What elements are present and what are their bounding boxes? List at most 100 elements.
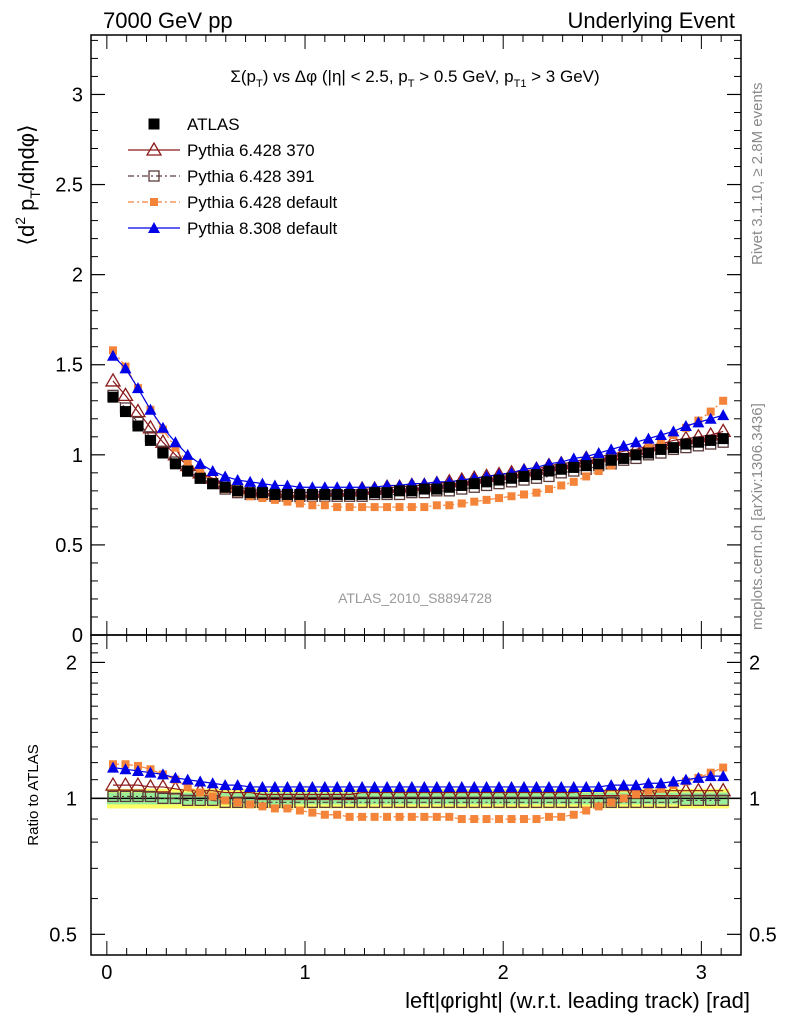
main-plot-panel: 0 0.5 1 1.5 2 2.5 3 Σ(pT) vs Δφ (|η| < 2.5, pT… xyxy=(12,34,742,647)
data-point-pythia-6-428-default xyxy=(544,485,553,494)
x-tick-label: 1 xyxy=(299,962,310,984)
ratio-point-pythia-8-308-default xyxy=(356,780,369,792)
ratio-point-pythia-6-428-370 xyxy=(316,786,333,801)
data-point-atlas xyxy=(642,447,654,459)
data-point-pythia-8-308-default xyxy=(206,465,219,477)
ratio-point-pythia-6-428-default xyxy=(619,794,628,803)
data-point-pythia-8-308-default xyxy=(704,412,717,424)
ratio-y-axis-label: Ratio to ATLAS xyxy=(25,744,42,845)
ratio-point-pythia-6-428-default xyxy=(631,790,640,799)
data-point-atlas xyxy=(107,391,119,403)
data-point-pythia-6-428-default xyxy=(432,501,441,510)
legend-label: Pythia 6.428 default xyxy=(187,193,338,212)
ratio-point-pythia-6-428-391 xyxy=(705,794,717,806)
header-left: 7000 GeV pp xyxy=(103,8,233,33)
data-point-pythia-6-428-default xyxy=(656,438,665,447)
main-plot-title: Σ(pT) vs Δφ (|η| < 2.5, pT > 0.5 GeV, pT… xyxy=(230,67,599,90)
ratio-point-pythia-6-428-default xyxy=(196,788,205,797)
data-point-atlas xyxy=(593,458,605,470)
ratio-point-pythia-6-428-default xyxy=(607,798,616,807)
ratio-point-pythia-8-308-default xyxy=(617,779,630,791)
data-point-pythia-6-428-default xyxy=(370,503,379,512)
ratio-point-pythia-6-428-391 xyxy=(431,796,443,808)
ratio-point-pythia-6-428-default xyxy=(208,792,217,801)
ratio-point-pythia-8-308-default xyxy=(256,780,269,792)
main-plot-series xyxy=(104,346,732,512)
data-point-pythia-6-428-default xyxy=(482,495,491,504)
data-point-pythia-6-428-default xyxy=(569,477,578,486)
ratio-point-pythia-6-428-391 xyxy=(343,796,356,808)
ratio-point-pythia-8-308-default xyxy=(692,771,705,783)
ratio-point-pythia-6-428-default xyxy=(183,782,192,791)
data-point-pythia-8-308-default xyxy=(106,349,119,361)
legend-item-atlas: ATLAS xyxy=(148,115,240,134)
legend-item-pythia-8-308-default: Pythia 8.308 default xyxy=(128,219,338,238)
x-tick-label: 2 xyxy=(498,962,509,984)
ratio-point-pythia-8-308-default xyxy=(393,780,406,792)
data-point-pythia-6-428-370 xyxy=(129,403,147,418)
data-point-atlas xyxy=(169,458,181,470)
data-point-atlas xyxy=(256,487,268,499)
data-point-atlas xyxy=(406,485,418,497)
legend-label: Pythia 8.308 default xyxy=(187,219,338,238)
ratio-series-pythia-8-308-default xyxy=(106,761,730,792)
x-tick-label: 0 xyxy=(101,962,112,984)
data-point-pythia-8-308-default xyxy=(219,470,232,482)
data-point-atlas xyxy=(157,447,169,459)
data-point-pythia-6-428-default xyxy=(295,499,304,508)
ratio-point-pythia-6-428-391 xyxy=(157,792,169,805)
ratio-point-pythia-6-428-391 xyxy=(443,796,455,808)
ratio-point-pythia-8-308-default xyxy=(331,780,344,792)
ratio-plot-series xyxy=(104,760,732,824)
ratio-point-pythia-8-308-default xyxy=(405,780,418,792)
data-point-pythia-8-308-default xyxy=(268,479,281,491)
ratio-point-pythia-6-428-default xyxy=(345,812,354,821)
ratio-plot-ticks: 0.5 0.5 1 1 2 2 0 1 2 3 xyxy=(49,635,777,984)
ratio-point-pythia-8-308-default xyxy=(106,761,119,773)
data-point-pythia-6-428-default xyxy=(308,501,317,510)
ratio-point-pythia-6-428-370 xyxy=(304,786,321,801)
main-plot-ticks: 0 0.5 1 1.5 2 2.5 3 xyxy=(55,35,742,647)
ratio-point-pythia-8-308-default xyxy=(268,780,281,792)
ratio-point-pythia-8-308-default xyxy=(194,775,207,787)
ratio-point-pythia-6-428-default xyxy=(582,806,591,815)
ratio-point-pythia-6-428-370 xyxy=(279,786,296,801)
data-point-atlas xyxy=(431,483,443,495)
ratio-point-pythia-6-428-default xyxy=(719,763,728,772)
rivet-label: Rivet 3.1.10, ≥ 2.8M events xyxy=(749,83,766,266)
data-point-atlas xyxy=(518,470,530,482)
data-point-pythia-8-308-default xyxy=(679,419,692,431)
data-point-pythia-6-428-default xyxy=(532,488,541,497)
data-point-pythia-8-308-default xyxy=(231,474,244,486)
ratio-plot-frame xyxy=(90,634,742,956)
data-point-pythia-8-308-default xyxy=(181,448,194,460)
ratio-point-pythia-6-428-default xyxy=(482,815,491,824)
data-point-atlas xyxy=(555,463,567,475)
ratio-point-pythia-8-308-default xyxy=(493,780,506,792)
legend-item-pythia-6-428-391: Pythia 6.428 391 xyxy=(128,167,315,186)
data-point-pythia-8-308-default xyxy=(169,436,182,448)
data-point-atlas xyxy=(394,485,406,497)
ratio-point-pythia-6-428-default xyxy=(283,804,292,813)
ratio-point-pythia-6-428-391 xyxy=(493,796,505,808)
ratio-point-pythia-6-428-391 xyxy=(319,796,331,808)
legend-label: ATLAS xyxy=(187,115,240,134)
ratio-point-pythia-6-428-default xyxy=(557,812,566,821)
legend-marker xyxy=(148,118,160,130)
ratio-point-pythia-6-428-391 xyxy=(480,796,493,808)
ratio-point-pythia-6-428-391 xyxy=(306,796,319,808)
ratio-point-pythia-8-308-default xyxy=(567,780,580,792)
ratio-point-pythia-6-428-391 xyxy=(393,796,406,808)
ratio-point-pythia-6-428-default xyxy=(520,815,529,824)
ratio-point-pythia-8-308-default xyxy=(306,780,319,792)
legend-marker xyxy=(150,198,158,206)
ratio-point-pythia-6-428-391 xyxy=(555,796,567,808)
data-point-atlas xyxy=(269,488,281,500)
ratio-point-pythia-6-428-391 xyxy=(107,790,119,803)
ratio-point-pythia-6-428-391 xyxy=(456,796,468,808)
ratio-point-pythia-8-308-default xyxy=(443,780,456,792)
data-point-atlas xyxy=(194,472,206,484)
data-point-atlas xyxy=(630,449,642,461)
data-point-pythia-8-308-default xyxy=(256,477,269,489)
data-point-pythia-8-308-default xyxy=(156,421,169,433)
